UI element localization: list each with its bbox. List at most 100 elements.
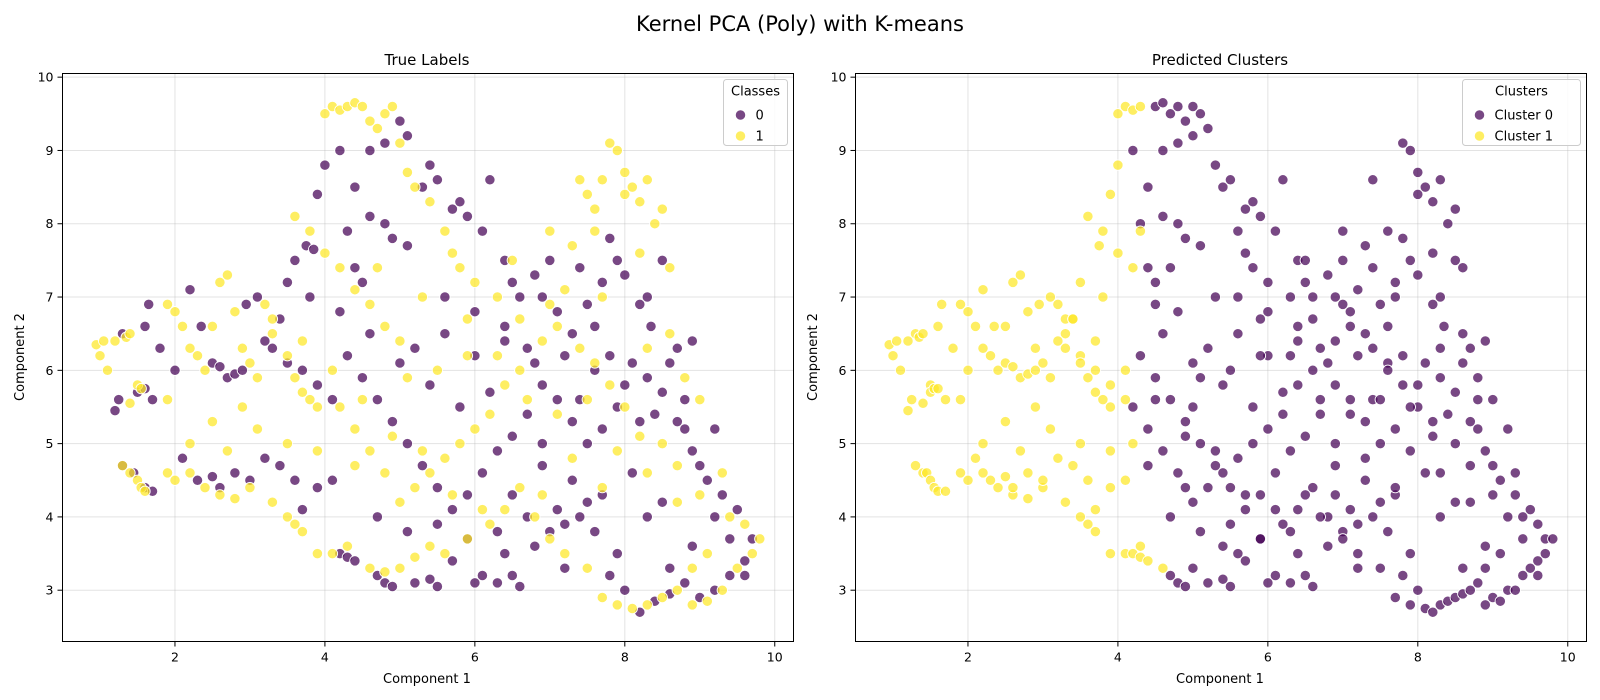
scatter-point-class1 [296, 386, 309, 398]
scatter-point-class1 [596, 174, 608, 186]
scatter-point-class0 [356, 372, 369, 384]
scatter-point-class0 [641, 291, 653, 303]
scatter-point-class1 [1089, 364, 1102, 376]
scatter-point-class1 [379, 467, 391, 479]
scatter-point-class0 [1434, 174, 1446, 186]
scatter-point-class1 [969, 452, 982, 464]
scatter-point-class1 [1119, 364, 1132, 376]
scatter-point-class0 [1412, 269, 1424, 281]
scatter-point-class1 [544, 533, 556, 545]
scatter-point-class0 [1149, 276, 1162, 289]
scatter-point-class1 [581, 562, 593, 574]
scatter-point-class0 [1329, 335, 1341, 347]
scatter-point-class0 [1217, 379, 1229, 391]
panel-title: Predicted Clusters [1152, 51, 1288, 69]
scatter-point-class1 [902, 404, 914, 417]
scatter-point-class1 [431, 364, 444, 376]
scatter-point-class0 [1434, 467, 1446, 479]
scatter-point-class1 [1119, 474, 1132, 486]
y-tick-label: 6 [46, 363, 54, 378]
legend-label: Cluster 1 [1495, 130, 1554, 145]
scatter-point-class1 [1029, 342, 1042, 354]
scatter-point-class1 [1127, 437, 1139, 450]
scatter-point-class1 [902, 335, 914, 347]
scatter-point-class0 [446, 503, 459, 516]
legend-marker [1473, 130, 1486, 142]
scatter-point-class0 [664, 562, 676, 574]
legend-marker [734, 130, 747, 142]
scatter-point-class1 [909, 459, 922, 472]
scatter-point-class0 [1427, 415, 1439, 428]
scatter-point-class0 [1209, 159, 1222, 171]
scatter-point-class0 [1187, 496, 1199, 508]
scatter-point-class0 [686, 540, 698, 552]
scatter-point-class1 [139, 485, 151, 497]
scatter-point-class0 [686, 445, 698, 457]
scatter-point-class0 [581, 437, 593, 450]
scatter-point-class0 [724, 569, 736, 582]
scatter-point-class0 [491, 577, 504, 589]
scatter-point-class0 [1284, 291, 1297, 303]
scatter-point-class0 [1224, 580, 1237, 593]
scatter-point-class0 [1382, 364, 1394, 376]
scatter-point-class0 [566, 474, 578, 486]
scatter-point-class1 [364, 298, 376, 311]
scatter-point-class0 [724, 533, 736, 545]
scatter-point-class1 [1112, 247, 1124, 259]
scatter-point-class0 [645, 320, 657, 333]
scatter-point-class1 [984, 474, 997, 486]
scatter-points [90, 97, 766, 618]
scatter-point-class0 [1449, 254, 1461, 267]
scatter-point-class1 [1074, 276, 1087, 289]
scatter-point-class0 [671, 342, 683, 354]
scatter-point-class1 [439, 225, 451, 237]
scatter-point-class0 [1472, 577, 1484, 589]
scatter-point-class0 [1262, 306, 1274, 318]
scatter-point-class0 [1374, 393, 1386, 406]
scatter-point-class0 [113, 393, 125, 406]
scatter-point-class0 [1438, 320, 1450, 333]
scatter-point-class1 [244, 357, 256, 369]
scatter-point-class0 [1427, 606, 1439, 618]
scatter-point-class0 [1202, 577, 1214, 589]
scatter-point-class0 [1232, 225, 1244, 237]
scatter-point-class0 [604, 350, 616, 362]
scatter-point-class0 [1367, 342, 1379, 354]
scatter-point-class1 [551, 320, 563, 333]
scatter-point-class0 [499, 547, 511, 560]
scatter-point-class0 [559, 518, 571, 530]
scatter-point-class1 [124, 328, 136, 340]
scatter-point-class0 [1262, 276, 1274, 289]
scatter-point-class1 [977, 467, 989, 479]
scatter-point-class1 [962, 364, 974, 376]
scatter-point-class1 [1067, 459, 1079, 472]
scatter-point-class1 [1014, 445, 1027, 457]
y-tick-label: 9 [46, 143, 54, 158]
scatter-point-class0 [1277, 408, 1289, 420]
scatter-point-class1 [364, 115, 376, 127]
scatter-point-class1 [184, 342, 196, 354]
scatter-point-class0 [1179, 430, 1192, 442]
scatter-point-class1 [574, 342, 586, 354]
scatter-point-class0 [401, 437, 414, 450]
y-tick-label: 4 [46, 509, 54, 524]
scatter-point-class1 [939, 485, 952, 497]
scatter-point-class1 [1089, 525, 1102, 538]
scatter-point-class0 [454, 401, 466, 413]
scatter-point-class0 [319, 159, 331, 171]
scatter-point-class0 [394, 357, 406, 369]
scatter-point-class0 [341, 225, 354, 237]
scatter-point-class0 [641, 511, 653, 523]
scatter-point-class0 [176, 452, 189, 464]
scatter-point-class0 [1307, 580, 1319, 593]
scatter-point-class0 [401, 130, 414, 142]
scatter-point-class0 [349, 262, 361, 274]
scatter-point-class1 [559, 547, 571, 560]
scatter-point-class0 [514, 291, 526, 303]
scatter-point-class0 [1307, 481, 1319, 494]
scatter-point-class1 [544, 225, 556, 237]
scatter-point-class0 [634, 415, 646, 428]
scatter-point-class0 [1397, 569, 1409, 582]
scatter-point-class0 [109, 404, 121, 417]
scatter-point-class1 [969, 320, 982, 333]
